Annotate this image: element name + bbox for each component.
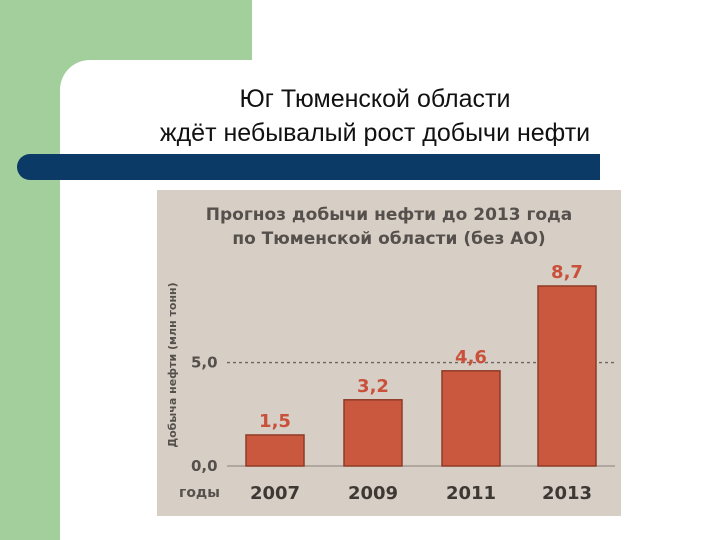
bar-chart: Прогноз добычи нефти до 2013 года по Тюм… <box>166 205 615 504</box>
left-decoration-strip <box>0 0 60 540</box>
chart-image: Прогноз добычи нефти до 2013 года по Тюм… <box>157 190 621 516</box>
y-axis-label: Добыча нефти (млн тонн) <box>166 282 179 447</box>
chart-title-line2: по Тюменской области (без АО) <box>232 229 545 249</box>
bar-2013 <box>537 285 597 467</box>
x-tick-label: 2007 <box>250 483 300 504</box>
y-tick-label: 5,0 <box>191 354 218 372</box>
data-label-2013: 8,7 <box>551 262 583 283</box>
bar-2007 <box>245 434 305 467</box>
x-tick-label: 2011 <box>446 483 496 504</box>
data-labels: 1,5 3,2 4,6 8,7 <box>259 262 583 432</box>
data-label-2009: 3,2 <box>357 376 389 397</box>
bars <box>245 285 597 467</box>
data-label-2011: 4,6 <box>455 347 487 368</box>
slide-title-line2: ждёт небывалый рост добычи нефти <box>159 119 591 147</box>
x-axis-label: годы <box>179 485 220 501</box>
data-label-2007: 1,5 <box>259 411 291 432</box>
slide-title: Юг Тюменской области ждёт небывалый рост… <box>90 82 660 150</box>
y-tick-label: 0,0 <box>191 457 218 475</box>
x-tick-label: 2013 <box>542 483 592 504</box>
y-axis: 0,0 5,0 <box>191 354 218 475</box>
slide-title-line1: Юг Тюменской области <box>239 85 511 113</box>
x-axis: 2007 2009 2011 2013 <box>250 483 592 504</box>
x-tick-label: 2009 <box>348 483 398 504</box>
chart-title-line1: Прогноз добычи нефти до 2013 года <box>206 205 572 225</box>
title-divider-bar <box>17 154 600 180</box>
bar-2009 <box>343 399 403 467</box>
bar-2011 <box>441 370 501 467</box>
